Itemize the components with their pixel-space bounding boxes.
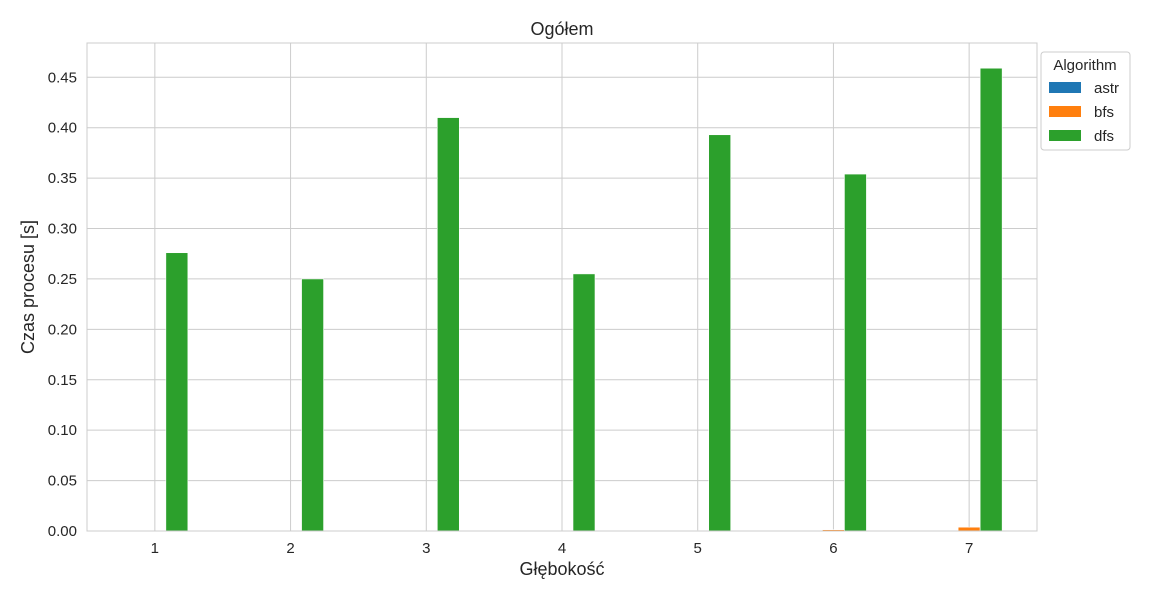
x-tick-labels: 1 2 3 4 5 6 7	[151, 540, 974, 557]
bar-dfs-7	[979, 67, 1003, 532]
bar-dfs-5	[708, 134, 732, 532]
x-tick-label: 2	[286, 540, 294, 557]
y-tick-label: 0.05	[48, 473, 77, 490]
y-tick-label: 0.25	[48, 271, 77, 288]
legend: Algorithm astr bfs dfs	[1040, 51, 1131, 151]
x-tick-label: 4	[558, 540, 566, 557]
legend-swatch-bfs	[1049, 106, 1081, 117]
y-tick-label: 0.15	[48, 372, 77, 389]
legend-label-dfs: dfs	[1094, 128, 1114, 145]
bars	[121, 67, 1003, 532]
bar-dfs-1	[165, 252, 189, 532]
bar-dfs-3	[436, 117, 460, 532]
y-axis-label: Czas procesu [s]	[18, 220, 38, 354]
x-tick-label: 6	[829, 540, 837, 557]
bar-dfs-6	[844, 173, 867, 532]
y-tick-label: 0.35	[48, 170, 77, 187]
bar-dfs-4	[572, 273, 596, 532]
x-axis-label: Głębokość	[519, 559, 604, 579]
x-tick-label: 5	[694, 540, 702, 557]
x-tick-label: 7	[965, 540, 973, 557]
y-tick-label: 0.45	[48, 69, 77, 86]
y-tick-label: 0.30	[48, 221, 77, 238]
y-tick-label: 0.40	[48, 120, 77, 137]
y-tick-label: 0.20	[48, 321, 77, 338]
chart-title: Ogółem	[530, 19, 593, 39]
legend-swatch-dfs	[1049, 130, 1081, 141]
x-tick-label: 3	[422, 540, 430, 557]
legend-title: Algorithm	[1053, 57, 1116, 74]
legend-label-astr: astr	[1094, 80, 1119, 97]
legend-label-bfs: bfs	[1094, 104, 1114, 121]
bar-dfs-2	[301, 278, 324, 532]
bar-bfs-7	[957, 526, 981, 532]
grid	[87, 43, 1037, 532]
x-tick-label: 1	[151, 540, 159, 557]
legend-swatch-astr	[1049, 82, 1081, 93]
legend-frame	[1040, 51, 1131, 151]
y-tick-labels: 0.00 0.05 0.10 0.15 0.20 0.25 0.30 0.35 0.40 0.45	[48, 69, 77, 540]
y-tick-label: 0.10	[48, 422, 77, 439]
plot-frame	[86, 42, 1038, 532]
y-tick-label: 0.00	[48, 523, 77, 540]
